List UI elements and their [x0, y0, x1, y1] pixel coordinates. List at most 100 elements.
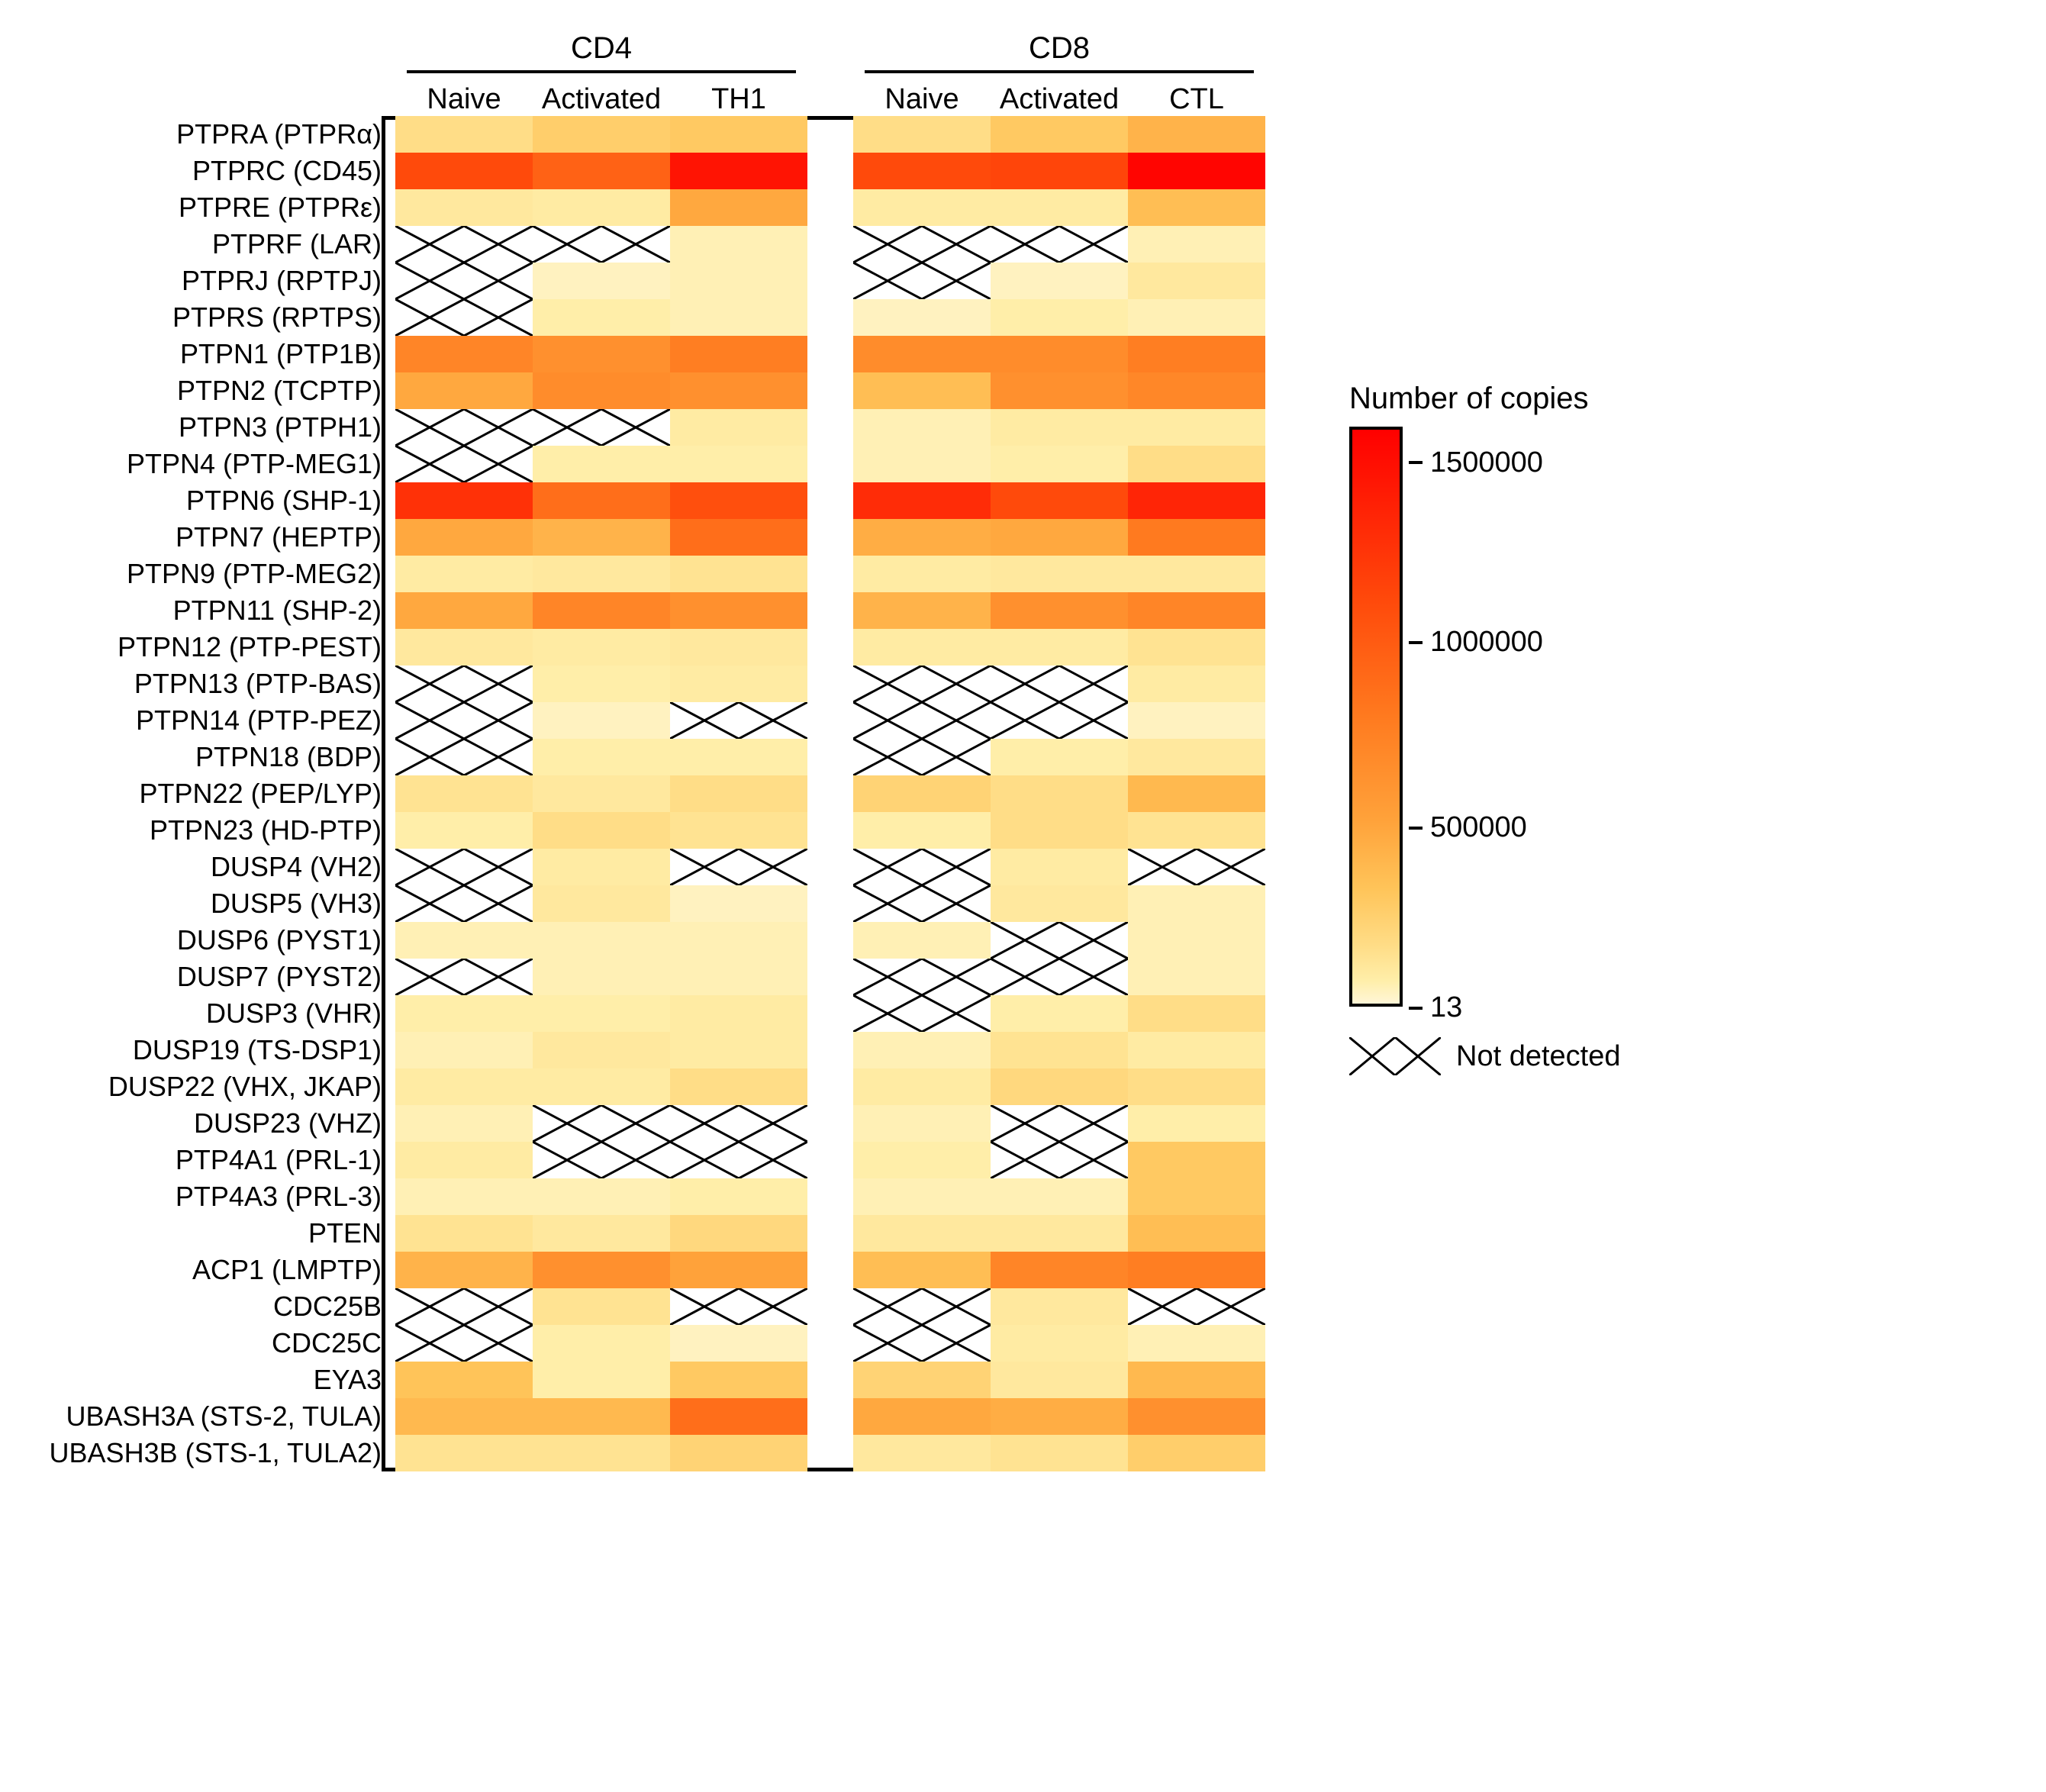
heatmap-cell — [991, 153, 1128, 189]
heatmap-cell — [853, 1398, 991, 1435]
heatmap-cell — [853, 1252, 991, 1288]
heatmap-cell — [1128, 1362, 1265, 1398]
heatmap-cell — [670, 336, 807, 372]
heatmap-cell — [395, 592, 533, 629]
row-label: PTPN12 (PTP-PEST) — [31, 629, 395, 666]
heatmap-cell — [1128, 885, 1265, 922]
row-label: PTPRA (PTPRα) — [31, 116, 395, 153]
heatmap-cell — [395, 1288, 533, 1325]
heatmap-cell — [991, 629, 1128, 666]
heatmap-cell — [991, 1215, 1128, 1252]
heatmap-cell — [395, 556, 533, 592]
heatmap-cell — [853, 116, 991, 153]
heatmap-cell — [853, 1435, 991, 1471]
column-label: CTL — [1128, 83, 1265, 116]
heatmap-cell — [533, 1142, 670, 1178]
heatmap-cell — [670, 995, 807, 1032]
heatmap-cell — [395, 885, 533, 922]
heatmap-cell — [991, 1288, 1128, 1325]
heatmap-cell — [1128, 556, 1265, 592]
heatmap-cell — [853, 1178, 991, 1215]
heatmap-cell — [533, 592, 670, 629]
heatmap-cell — [395, 812, 533, 849]
heatmap-cell — [991, 446, 1128, 482]
heatmap-cell — [395, 519, 533, 556]
heatmap-row: PTPN13 (PTP-BAS) — [31, 666, 1265, 702]
heatmap-cell — [533, 1178, 670, 1215]
row-label: PTPRS (RPTPS) — [31, 299, 395, 336]
row-label: PTPN2 (TCPTP) — [31, 372, 395, 409]
heatmap-cell — [670, 556, 807, 592]
heatmap-cell — [991, 1252, 1128, 1288]
legend-colorbar — [1349, 427, 1403, 1007]
heatmap-cell — [670, 1325, 807, 1362]
heatmap-cell — [395, 116, 533, 153]
heatmap-row: PTP4A3 (PRL-3) — [31, 1178, 1265, 1215]
heatmap-cell — [670, 885, 807, 922]
heatmap-cell — [991, 336, 1128, 372]
heatmap-cell — [533, 702, 670, 739]
heatmap-cell — [1128, 1032, 1265, 1068]
heatmap-row: PTPRE (PTPRε) — [31, 189, 1265, 226]
row-label: PTPRC (CD45) — [31, 153, 395, 189]
heatmap-cell — [853, 336, 991, 372]
heatmap-cell — [533, 226, 670, 263]
heatmap-cell — [991, 372, 1128, 409]
heatmap-cell — [853, 226, 991, 263]
heatmap-row: EYA3 — [31, 1362, 1265, 1398]
heatmap-cell — [1128, 922, 1265, 959]
heatmap-cell — [670, 1435, 807, 1471]
heatmap-cell — [533, 189, 670, 226]
heatmap-cell — [1128, 812, 1265, 849]
heatmap-row: CDC25C — [31, 1325, 1265, 1362]
row-label: PTPN1 (PTP1B) — [31, 336, 395, 372]
heatmap-cell — [533, 153, 670, 189]
heatmap-cell — [1128, 1288, 1265, 1325]
column-group-label: CD4 — [571, 31, 632, 66]
heatmap-cell — [395, 995, 533, 1032]
heatmap-cell — [670, 1178, 807, 1215]
heatmap-cell — [533, 556, 670, 592]
heatmap-row: DUSP5 (VH3) — [31, 885, 1265, 922]
heatmap-cell — [395, 409, 533, 446]
heatmap-cell — [853, 592, 991, 629]
heatmap-cell — [533, 372, 670, 409]
row-label: PTEN — [31, 1215, 395, 1252]
heatmap-cell — [1128, 116, 1265, 153]
legend-tick: 13 — [1409, 991, 1462, 1024]
heatmap-cell — [991, 299, 1128, 336]
not-detected-icon — [1349, 1037, 1441, 1075]
row-label: PTP4A3 (PRL-3) — [31, 1178, 395, 1215]
heatmap-row: PTPN2 (TCPTP) — [31, 372, 1265, 409]
heatmap-row: ACP1 (LMPTP) — [31, 1252, 1265, 1288]
heatmap-cell — [670, 1105, 807, 1142]
heatmap-cell — [533, 482, 670, 519]
column-label: Naive — [395, 83, 533, 116]
heatmap-cell — [991, 775, 1128, 812]
heatmap-cell — [670, 1032, 807, 1068]
heatmap-cell — [670, 1068, 807, 1105]
heatmap-cell — [853, 702, 991, 739]
legend-tick-label: 1500000 — [1430, 446, 1543, 479]
heatmap-cell — [1128, 299, 1265, 336]
heatmap-row: PTPN14 (PTP-PEZ) — [31, 702, 1265, 739]
heatmap-cell — [853, 263, 991, 299]
heatmap-cell — [1128, 1105, 1265, 1142]
heatmap-row: PTPN7 (HEPTP) — [31, 519, 1265, 556]
legend-tick: 500000 — [1409, 811, 1527, 844]
heatmap-cell — [853, 189, 991, 226]
heatmap-cell — [533, 922, 670, 959]
heatmap-cell — [670, 1288, 807, 1325]
heatmap-row: UBASH3A (STS-2, TULA) — [31, 1398, 1265, 1435]
heatmap-cell — [395, 959, 533, 995]
heatmap-cell — [395, 189, 533, 226]
heatmap-cell — [1128, 629, 1265, 666]
heatmap-row: PTPN18 (BDP) — [31, 739, 1265, 775]
heatmap-row: DUSP3 (VHR) — [31, 995, 1265, 1032]
heatmap-row: PTPRA (PTPRα) — [31, 116, 1265, 153]
heatmap-cell — [1128, 739, 1265, 775]
row-label: PTPN6 (SHP-1) — [31, 482, 395, 519]
heatmap-grid: PTPRA (PTPRα)PTPRC (CD45)PTPRE (PTPRε) PT… — [31, 116, 1265, 1471]
heatmap-cell — [1128, 1252, 1265, 1288]
heatmap-block: CD4CD8NaiveActivatedTH1NaiveActivatedCTL… — [31, 31, 1265, 1471]
